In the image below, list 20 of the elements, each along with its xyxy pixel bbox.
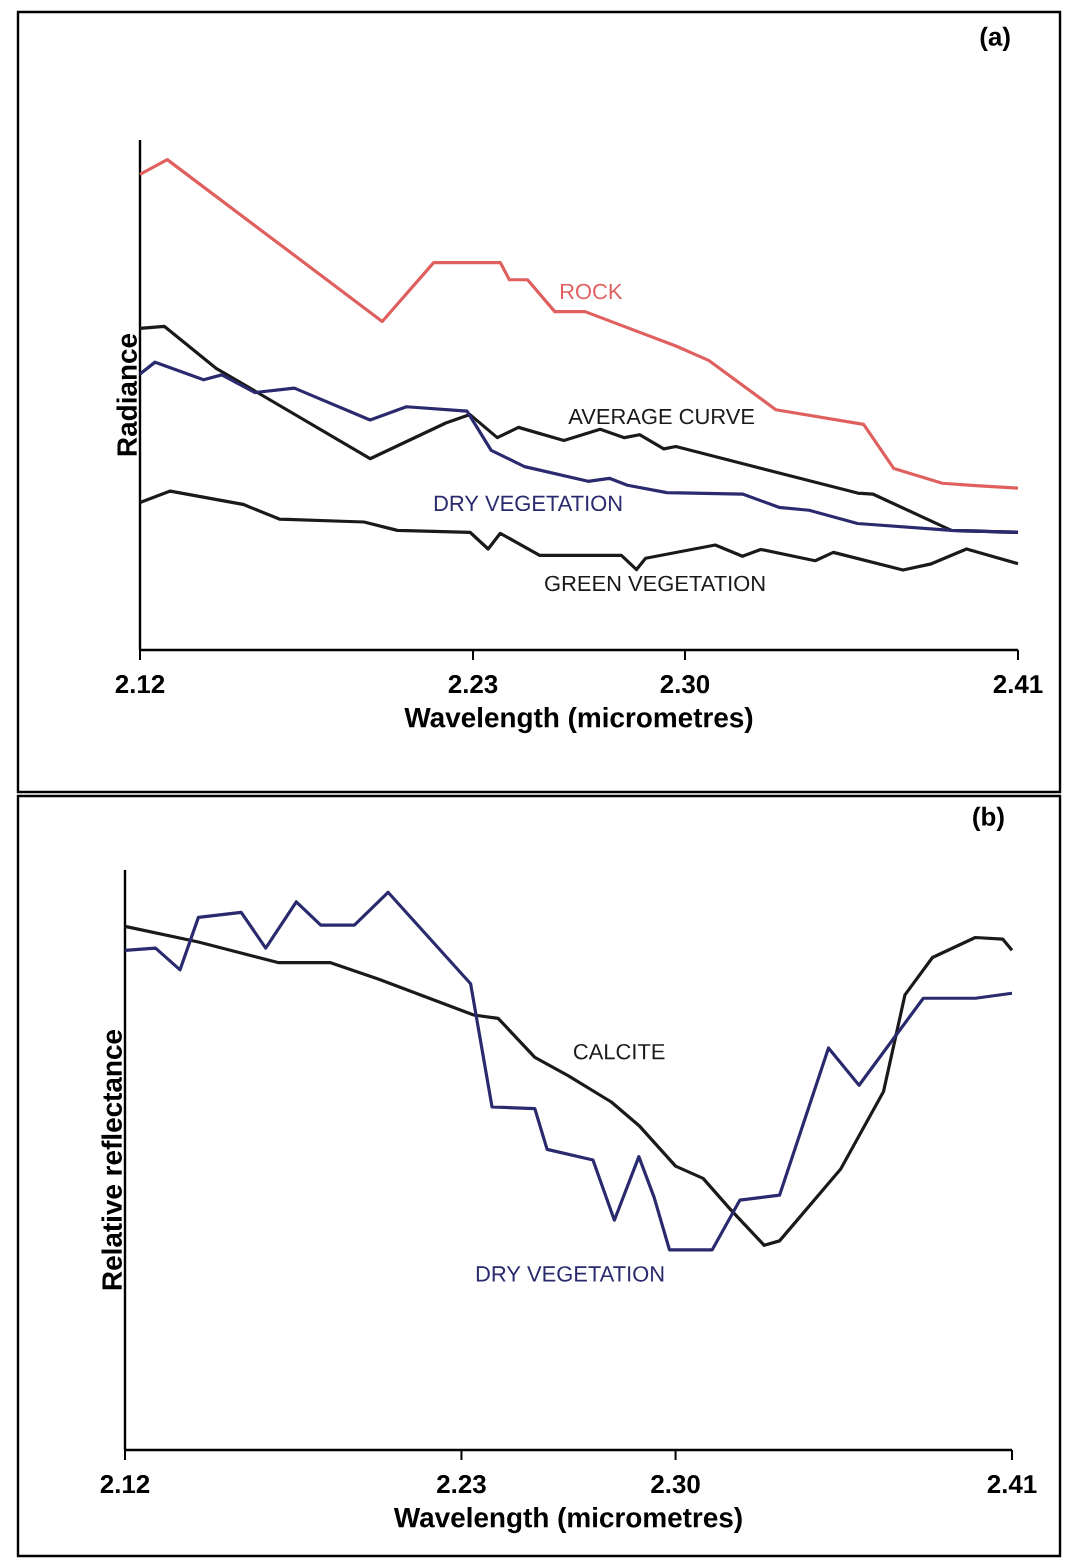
chart-title: (b)	[973, 806, 1004, 831]
y-axis-title: Relative reflectance	[101, 1029, 122, 1290]
x-tick-label: 2.23	[437, 1474, 486, 1494]
chart-title: (a)	[980, 26, 1010, 51]
series-label: AVERAGE CURVE	[568, 408, 755, 425]
x-axis-title: Wavelength (micrometres)	[393, 1507, 742, 1534]
series-label: ROCK	[560, 283, 623, 300]
x-tick-label: 2.41	[987, 1474, 1037, 1494]
x-tick-label: 2.12	[100, 1474, 150, 1494]
series-label: CALCITE	[574, 1043, 665, 1060]
x-tick-label: 2.30	[651, 1474, 700, 1494]
x-tick-label: 2.41	[993, 674, 1043, 694]
x-tick-label: 2.23	[448, 674, 498, 694]
x-axis-title: Wavelength (micrometres)	[404, 707, 753, 734]
y-axis-title: Radiance	[116, 333, 137, 456]
x-tick-label: 2.30	[660, 674, 710, 694]
series-label: DRY VEGETATION	[476, 1266, 664, 1282]
series-label: GREEN VEGETATION	[545, 575, 765, 592]
series-label: DRY VEGETATION	[434, 495, 622, 512]
x-tick-label: 2.12	[115, 674, 165, 694]
